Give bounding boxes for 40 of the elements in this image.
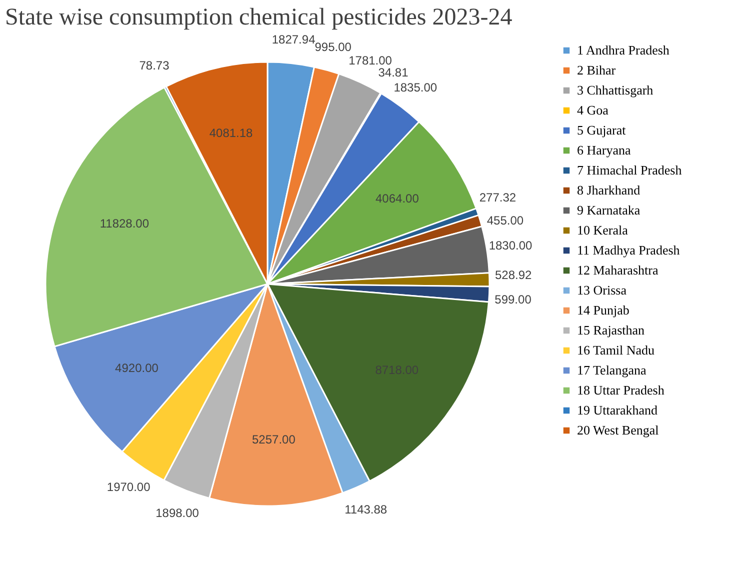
data-label: 1827.94 <box>272 32 316 46</box>
legend-label: 18 Uttar Pradesh <box>577 382 665 398</box>
legend-label: 10 Kerala <box>577 222 628 238</box>
data-label: 78.73 <box>139 58 170 73</box>
data-label: 5257.00 <box>252 432 296 446</box>
legend-label: 1 Andhra Pradesh <box>577 42 670 58</box>
data-label: 4920.00 <box>115 360 159 375</box>
legend-label: 17 Telangana <box>577 362 646 378</box>
legend-label: 14 Punjab <box>577 302 630 318</box>
data-label: 1835.00 <box>394 80 438 94</box>
data-label: 528.92 <box>494 268 532 282</box>
legend-label: 4 Goa <box>577 102 609 118</box>
data-label: 599.00 <box>494 292 532 307</box>
legend-label: 13 Orissa <box>577 282 627 298</box>
data-label: 455.00 <box>486 214 524 228</box>
data-label: 1781.00 <box>348 54 392 68</box>
legend-label: 9 Karnataka <box>577 202 640 218</box>
data-label: 1143.88 <box>344 502 388 516</box>
legend-label: 11 Madhya Pradesh <box>577 242 680 258</box>
legend-label: 12 Maharashtra <box>577 262 658 278</box>
legend-label: 6 Haryana <box>577 142 632 158</box>
legend-label: 7 Himachal Pradesh <box>577 162 682 178</box>
data-label: 1970.00 <box>106 480 151 494</box>
data-label: 11828.00 <box>100 216 150 230</box>
legend-label: 16 Tamil Nadu <box>577 342 656 358</box>
data-label: 1830.00 <box>488 238 533 253</box>
legend-label: 5 Gujarat <box>577 122 626 138</box>
data-label: 34.81 <box>378 66 409 80</box>
data-label: 4081.18 <box>209 126 254 140</box>
legend-label: 20 West Bengal <box>577 422 660 438</box>
legend-label: 3 Chhattisgarh <box>577 82 654 98</box>
legend-label: 8 Jharkhand <box>577 182 641 198</box>
data-label: 1898.00 <box>156 506 200 520</box>
data-label: 277.32 <box>479 190 516 204</box>
legend-label: 19 Uttarakhand <box>577 402 658 418</box>
chart-title: State wise consumption chemical pesticides 2023-24 <box>5 4 512 30</box>
data-label: 995.00 <box>314 40 352 54</box>
legend-label: 2 Bihar <box>577 62 616 78</box>
data-label: 4064.00 <box>376 191 420 206</box>
legend-label: 15 Rajasthan <box>577 322 646 338</box>
